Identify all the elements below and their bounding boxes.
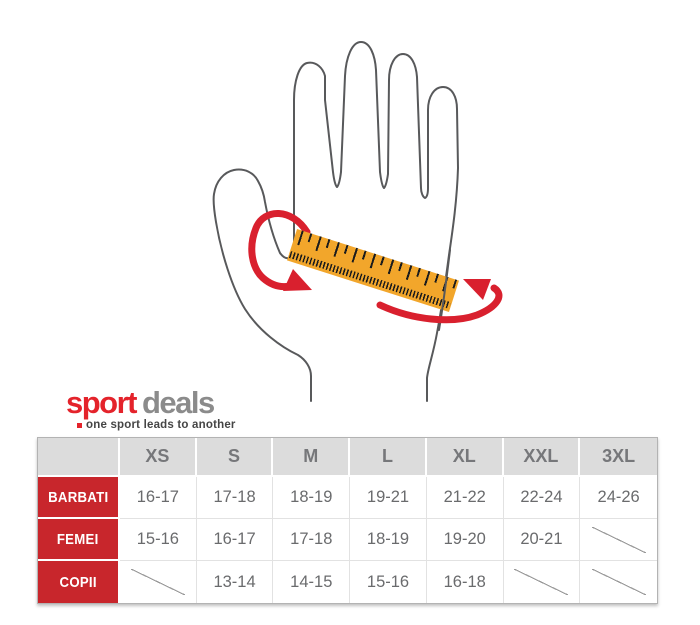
row-label-text: FEMEI [57, 530, 99, 548]
size-cell: 20-21 [503, 519, 581, 561]
size-cell: 19-21 [350, 477, 427, 519]
slash-icon [130, 569, 185, 595]
size-cell: 22-24 [503, 477, 581, 519]
brand-tagline: one sport leads to another [66, 419, 236, 431]
size-cell: 14-15 [273, 561, 351, 603]
slash-icon [514, 569, 569, 595]
measure-arrow-right-icon [376, 279, 503, 324]
column-header-xxl: XXL [503, 438, 581, 477]
column-header-l: L [350, 438, 427, 477]
row-label-barbati: BARBATI [38, 477, 120, 519]
size-cell: 17-18 [273, 519, 351, 561]
size-cell: 16-17 [196, 519, 274, 561]
size-cell: 19-20 [426, 519, 504, 561]
brand-name-primary: sport [66, 385, 138, 420]
table-corner-cell [38, 438, 120, 477]
slash-icon [591, 569, 646, 595]
size-cell: 21-22 [426, 477, 504, 519]
column-header-xs: XS [120, 438, 197, 477]
column-header-3xl: 3XL [580, 438, 657, 477]
size-cell: 15-16 [350, 561, 427, 603]
column-header-s: S [196, 438, 274, 477]
column-header-xl: XL [426, 438, 504, 477]
brand-wordmark: sport deals [66, 385, 236, 420]
brand-logo: sport deals one sport leads to another [66, 385, 236, 431]
size-cell: 17-18 [196, 477, 274, 519]
brand-name-secondary: deals [142, 385, 215, 420]
not-available-cell [504, 561, 581, 603]
tagline-bullet-icon [77, 422, 82, 428]
measure-arrow-left-icon [248, 210, 312, 291]
size-cell: 18-19 [350, 519, 427, 561]
not-available-cell [580, 561, 657, 603]
size-cell: 13-14 [197, 561, 274, 603]
size-cell: 16-18 [427, 561, 504, 603]
row-label-femei: FEMEI [38, 519, 120, 561]
not-available-cell [580, 519, 657, 561]
row-label-text: BARBATI [47, 488, 109, 506]
size-cell: 18-19 [273, 477, 351, 519]
row-label-copii: COPII [38, 561, 120, 603]
size-cell: 15-16 [120, 519, 197, 561]
size-cell: 24-26 [580, 477, 657, 519]
not-available-cell [120, 561, 197, 603]
row-label-text: COPII [59, 573, 97, 591]
size-chart-table: XS S M L XL XXL 3XL BARBATI 16-17 17-18 18-19 19-21… [37, 437, 658, 604]
slash-icon [591, 526, 646, 553]
tagline-text: one sport leads to another [86, 419, 236, 431]
column-header-m: M [273, 438, 351, 477]
size-cell: 16-17 [120, 477, 197, 519]
